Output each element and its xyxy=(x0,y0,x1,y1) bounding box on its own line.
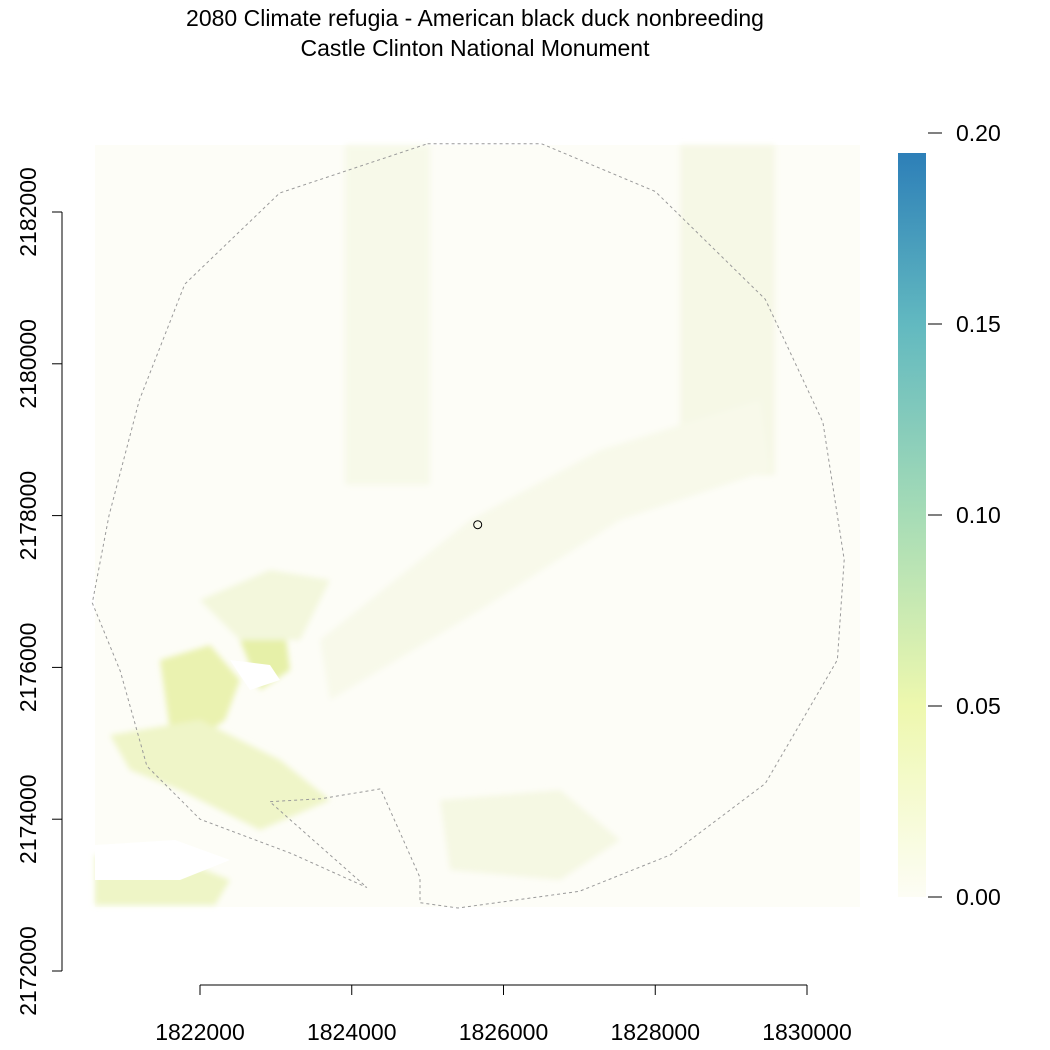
x-tick-label: 1824000 xyxy=(307,1019,397,1045)
raster-patch-southwest-3 xyxy=(110,720,330,830)
y-tick-label: 2182000 xyxy=(15,167,41,257)
legend-ticks: 0.00 0.05 0.10 0.15 0.20 xyxy=(928,120,1001,910)
raster-patch-southwest-1 xyxy=(160,645,240,745)
legend-tick-label: 0.15 xyxy=(956,311,1001,337)
raster-gap-southwest xyxy=(95,840,230,880)
legend-tick-label: 0.00 xyxy=(956,884,1001,910)
legend-color-bar xyxy=(898,153,926,897)
buffer-boundary xyxy=(91,143,845,909)
raster-patch-north-strip xyxy=(345,145,430,485)
y-tick-label: 2172000 xyxy=(15,926,41,1016)
legend-tick-label: 0.20 xyxy=(956,120,1001,146)
raster-patch-diagonal-band xyxy=(320,400,770,700)
raster-gap-west xyxy=(230,660,280,690)
y-tick-label: 2174000 xyxy=(15,774,41,864)
raster-patch-south-1 xyxy=(440,790,620,880)
map-title-line1: 2080 Climate refugia - American black du… xyxy=(186,5,764,31)
raster-patch-southwest-2 xyxy=(240,630,290,690)
y-axis: 2172000 2174000 2176000 2178000 2180000 21820… xyxy=(15,167,63,1016)
park-site-marker xyxy=(473,520,483,530)
legend-tick-label: 0.10 xyxy=(956,502,1001,528)
legend-tick-label: 0.05 xyxy=(956,693,1001,719)
y-tick-label: 2178000 xyxy=(15,471,41,561)
color-legend: 0.00 0.05 0.10 0.15 0.20 xyxy=(898,120,1001,910)
x-tick-label: 1830000 xyxy=(762,1019,852,1045)
x-tick-label: 1826000 xyxy=(459,1019,549,1045)
x-axis: 1822000 1824000 1826000 1828000 1830000 xyxy=(155,984,852,1045)
map-title-line2: Castle Clinton National Monument xyxy=(300,35,650,61)
x-tick-label: 1822000 xyxy=(155,1019,245,1045)
y-tick-label: 2180000 xyxy=(15,319,41,409)
refugia-raster xyxy=(95,145,860,907)
raster-patch-west-1 xyxy=(200,570,330,640)
y-tick-label: 2176000 xyxy=(15,623,41,713)
x-tick-label: 1828000 xyxy=(610,1019,700,1045)
